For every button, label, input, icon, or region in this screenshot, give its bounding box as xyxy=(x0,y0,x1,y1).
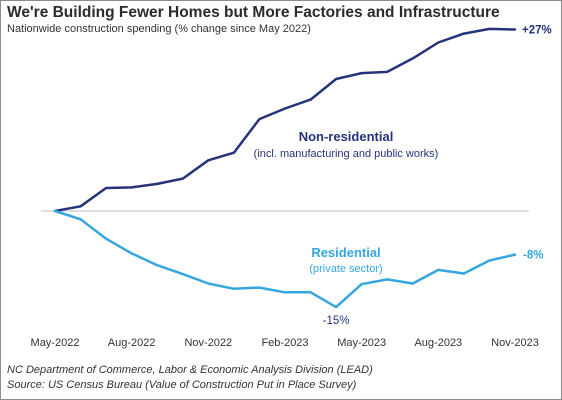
source-line-lead: NC Department of Commerce, Labor & Econo… xyxy=(7,364,373,376)
x-tick-label: May-2023 xyxy=(337,337,386,349)
end-label-residential: -8% xyxy=(523,250,543,262)
series-line-nonresidential xyxy=(53,27,517,213)
end-label-nonresidential: +27% xyxy=(522,25,552,37)
annotation-nonresidential-title: Non-residential xyxy=(299,129,394,144)
source-note: NC Department of Commerce, Labor & Econo… xyxy=(7,363,373,393)
series-line-residential xyxy=(53,209,517,309)
source-line-census: Source: US Census Bureau (Value of Const… xyxy=(7,379,357,391)
annotation-nonresidential-subtitle: (incl. manufacturing and public works) xyxy=(254,148,439,160)
x-tick-label: Nov-2022 xyxy=(184,337,232,349)
x-tick-label: Aug-2023 xyxy=(414,337,462,349)
annotation-residential-title: Residential xyxy=(311,245,380,260)
x-tick-label: May-2022 xyxy=(31,337,80,349)
chart-title: We're Building Fewer Homes but More Fact… xyxy=(7,4,500,21)
annotation-residential-subtitle: (private sector) xyxy=(309,263,382,275)
x-tick-label: Feb-2023 xyxy=(261,337,308,349)
x-tick-label: Aug-2022 xyxy=(108,337,156,349)
x-tick-label: Nov-2023 xyxy=(491,337,539,349)
min-label-residential: -15% xyxy=(323,315,350,327)
chart-subtitle: Nationwide construction spending (% chan… xyxy=(7,23,311,35)
